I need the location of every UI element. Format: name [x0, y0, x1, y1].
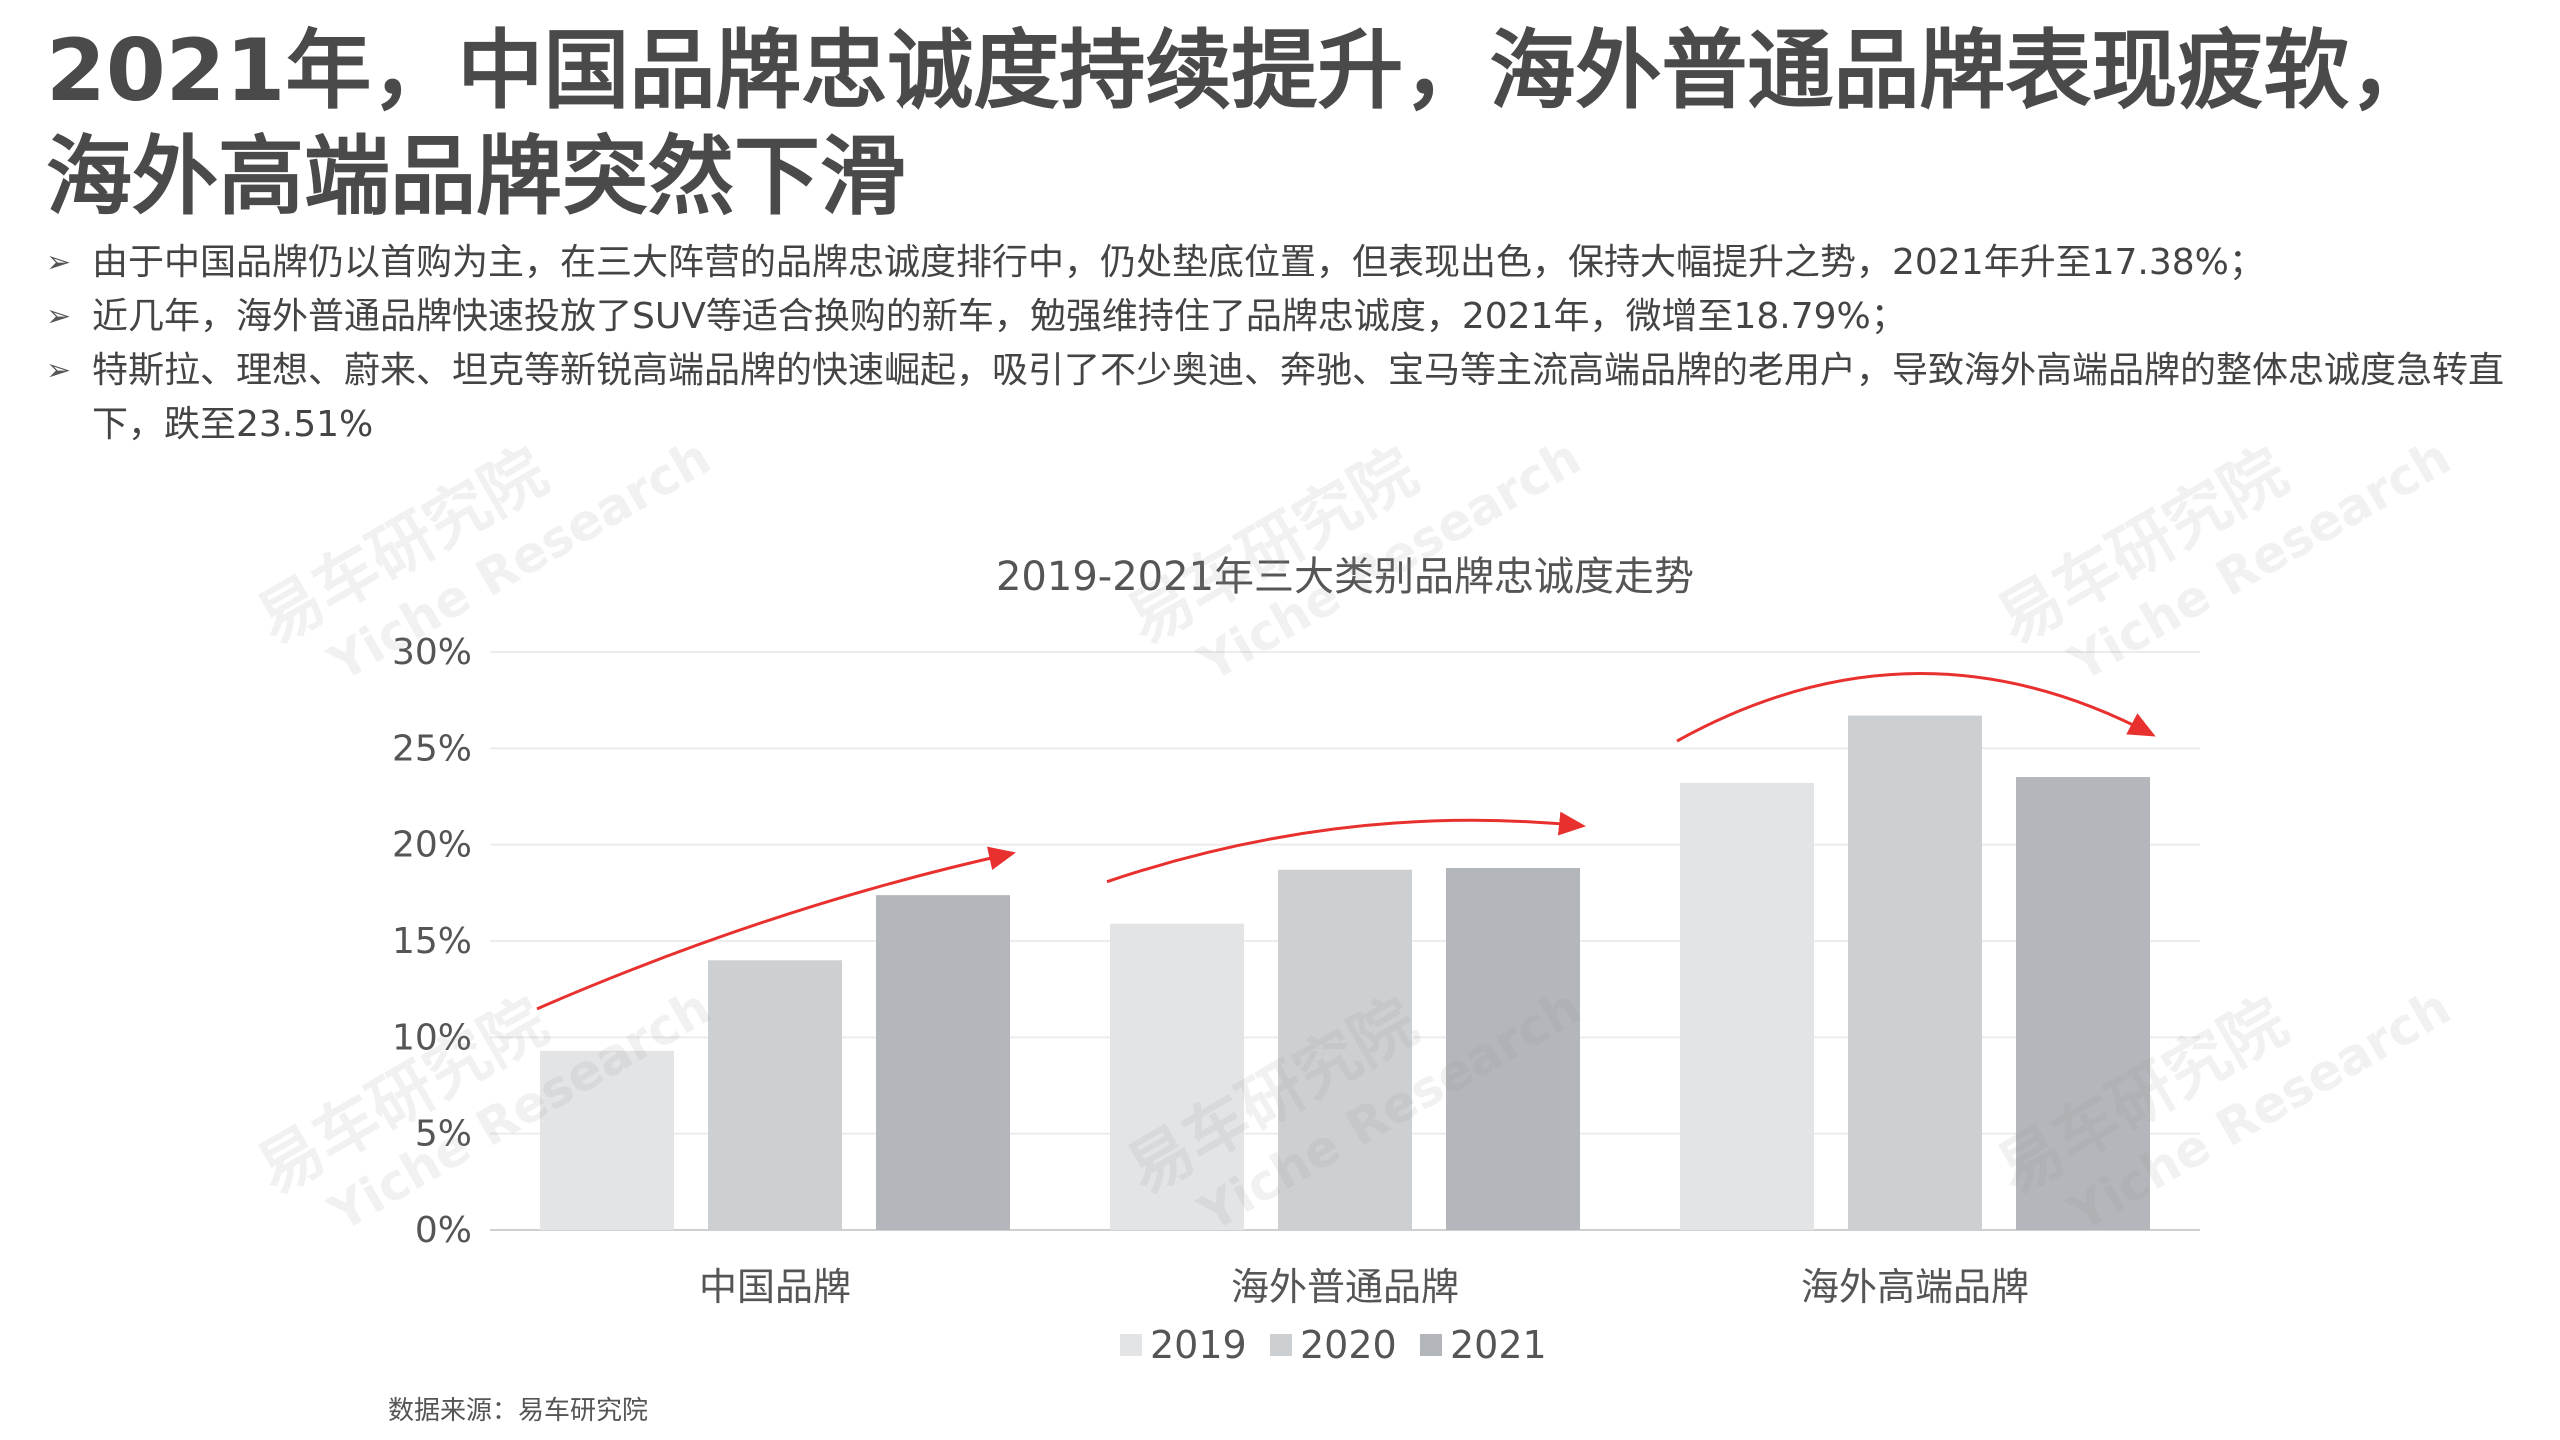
bar: [1446, 867, 1580, 1230]
bar: [708, 960, 842, 1230]
y-tick-label: 25%: [392, 728, 472, 769]
bar-chart: 2019-2021年三大类别品牌忠诚度走势 0% 5% 10% 15% 20% 25% 30%…: [392, 554, 2200, 1367]
chart-container: 2019-2021年三大类别品牌忠诚度走势 0% 5% 10% 15% 20% 25% 30%…: [340, 540, 2240, 1390]
bullet-arrow-icon: ➢: [46, 245, 72, 280]
bar: [1680, 783, 1814, 1230]
legend-swatch: [1120, 1334, 1142, 1356]
trend-arrow: [1676, 672, 2156, 743]
bullet-text: 由于中国品牌仍以首购为主，在三大阵营的品牌忠诚度排行中，仍处垫底位置，但表现出色…: [92, 242, 2265, 283]
bar: [1110, 923, 1244, 1230]
slide-title: 2021年，中国品牌忠诚度持续提升，海外普通品牌表现疲软，海外高端品牌突然下滑: [46, 21, 2436, 227]
y-tick-label: 10%: [392, 1017, 472, 1058]
bullet-arrow-icon: ➢: [46, 299, 72, 334]
bar: [1848, 715, 1982, 1230]
bullet-item: ➢ 特斯拉、理想、蔚来、坦克等新锐高端品牌的快速崛起，吸引了不少奥迪、奔驰、宝马等…: [46, 344, 2526, 452]
y-tick-label: 0%: [415, 1210, 472, 1251]
legend-label: 2021: [1450, 1323, 1547, 1367]
y-tick-label: 15%: [392, 921, 472, 962]
bar: [876, 895, 1010, 1230]
trend-arrow: [1106, 811, 1586, 884]
legend-label: 2020: [1300, 1323, 1397, 1367]
chart-title: 2019-2021年三大类别品牌忠诚度走势: [996, 554, 1694, 600]
bullet-item: ➢ 近几年，海外普通品牌快速投放了SUV等适合换购的新车，勉强维持住了品牌忠诚度，…: [46, 290, 2526, 344]
x-tick-label: 中国品牌: [699, 1265, 851, 1309]
y-tick-label: 20%: [392, 825, 472, 866]
bullet-arrow-icon: ➢: [46, 353, 72, 388]
bar: [2016, 777, 2150, 1230]
x-tick-label: 海外普通品牌: [1231, 1265, 1459, 1309]
y-tick-label: 30%: [392, 632, 472, 673]
bar: [540, 1050, 674, 1230]
bullet-text: 近几年，海外普通品牌快速投放了SUV等适合换购的新车，勉强维持住了品牌忠诚度，2…: [92, 296, 1907, 337]
y-tick-label: 5%: [415, 1114, 472, 1155]
legend-label: 2019: [1150, 1323, 1247, 1367]
bullet-list: ➢ 由于中国品牌仍以首购为主，在三大阵营的品牌忠诚度排行中，仍处垫底位置，但表现出…: [46, 236, 2526, 452]
bullet-text: 特斯拉、理想、蔚来、坦克等新锐高端品牌的快速崛起，吸引了不少奥迪、奔驰、宝马等主…: [92, 350, 2505, 445]
legend-swatch: [1420, 1334, 1442, 1356]
trend-arrow: [536, 846, 1016, 1011]
data-source: 数据来源：易车研究院: [388, 1396, 649, 1426]
x-tick-label: 海外高端品牌: [1801, 1265, 2029, 1309]
legend-swatch: [1270, 1334, 1292, 1356]
bar: [1278, 869, 1412, 1230]
bullet-item: ➢ 由于中国品牌仍以首购为主，在三大阵营的品牌忠诚度排行中，仍处垫底位置，但表现出…: [46, 236, 2526, 290]
